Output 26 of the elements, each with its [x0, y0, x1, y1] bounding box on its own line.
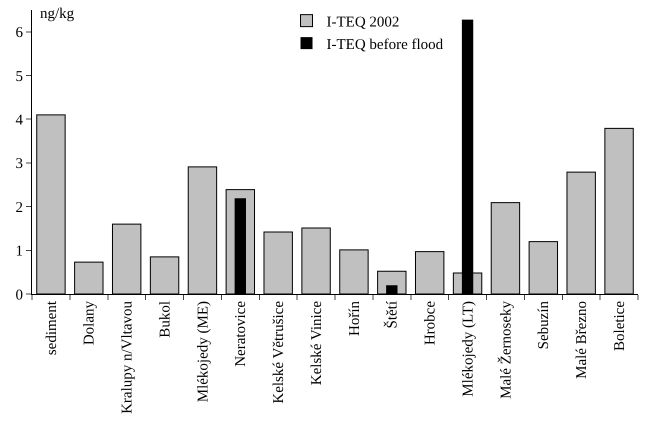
- x-tick-label: Štětí: [384, 300, 401, 329]
- x-tick-label: Neratovice: [233, 300, 250, 367]
- y-tick-label: 1: [16, 244, 23, 260]
- y-tick-label: 0: [16, 287, 23, 304]
- x-tick-label: Hořín: [346, 300, 363, 336]
- x-tick-label: Boletice: [612, 300, 628, 351]
- x-tick-label: Malé Březno: [574, 301, 590, 379]
- y-tick-label: 3: [16, 156, 23, 172]
- x-tick-label: Kelské Větrušice: [271, 300, 288, 404]
- x-tick-label: Mlékojedy (LT): [460, 301, 476, 397]
- legend-label: I-TEQ 2002: [326, 14, 400, 30]
- x-tick-label: Bukol: [157, 301, 174, 338]
- y-tick-label: 6: [16, 25, 24, 42]
- y-axis-title: ng/kg: [40, 6, 75, 22]
- x-tick-label: Kralupy n/Vltavou: [120, 300, 136, 414]
- x-tick-label: Sebuzín: [536, 300, 552, 350]
- y-tick-label: 4: [16, 112, 24, 128]
- y-tick-label: 2: [16, 200, 23, 216]
- x-tick-label: sediment: [44, 300, 60, 356]
- x-tick-label: Hrobce: [422, 300, 439, 346]
- y-tick-label: 5: [16, 68, 23, 85]
- x-tick-label: Malé Žernoseky: [497, 300, 514, 399]
- x-tick-label: Dolany: [82, 300, 98, 346]
- x-tick-label: Kelské Vinice: [308, 300, 325, 386]
- legend-label: I-TEQ before flood: [326, 36, 444, 53]
- x-tick-label: Mlékojedy (ME): [195, 301, 212, 402]
